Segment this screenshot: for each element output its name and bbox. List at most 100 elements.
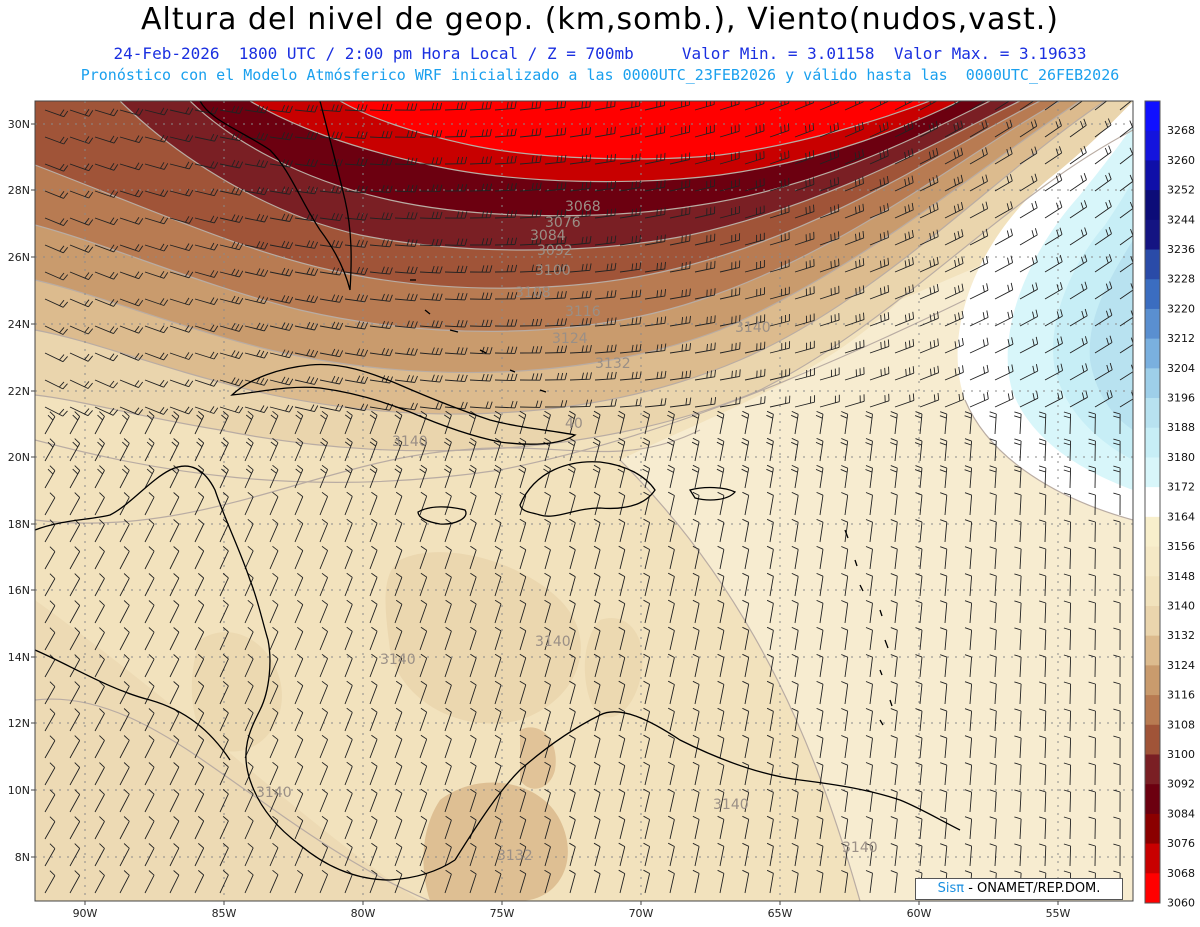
wind-barb xyxy=(594,235,617,246)
wind-barb xyxy=(69,600,81,624)
wind-barb xyxy=(144,870,155,894)
wind-barb xyxy=(544,518,551,543)
wind-barb xyxy=(294,240,319,249)
wind-barb xyxy=(944,283,964,300)
wind-barb xyxy=(94,406,119,416)
wind-barb xyxy=(494,491,502,516)
wind-barb xyxy=(717,599,725,624)
wind-barb xyxy=(444,545,452,570)
wind-barb xyxy=(940,681,948,705)
wind-barb xyxy=(844,122,864,138)
wind-barb xyxy=(69,411,81,435)
wind-barb xyxy=(819,367,840,381)
wind-barb xyxy=(742,626,750,651)
wind-barb xyxy=(769,177,790,192)
wind-barb xyxy=(691,464,700,489)
wind-barb xyxy=(144,270,169,279)
wind-barb xyxy=(940,573,948,597)
wind-barb xyxy=(519,318,543,327)
wind-barb xyxy=(144,379,169,388)
wind-barb xyxy=(989,492,997,516)
wind-barb xyxy=(69,681,81,705)
wind-barb xyxy=(493,464,502,489)
wind-barb xyxy=(1014,411,1022,435)
wind-barb xyxy=(269,437,279,462)
wind-barb xyxy=(569,208,592,219)
wind-barb xyxy=(244,599,254,624)
wind-barb xyxy=(1088,438,1096,462)
wind-barb xyxy=(1069,200,1088,219)
colorbar-swatch xyxy=(1145,516,1160,548)
wind-barb xyxy=(719,396,741,408)
wind-barb xyxy=(1069,254,1088,273)
wind-barb xyxy=(544,626,551,651)
wind-barb xyxy=(119,546,130,570)
wind-barb xyxy=(494,761,502,786)
colorbar-label: 3076 xyxy=(1167,837,1195,850)
wind-barb xyxy=(319,240,343,249)
wind-barb xyxy=(169,107,194,115)
wind-barb xyxy=(369,653,378,678)
wind-barb xyxy=(444,238,468,246)
wind-barb xyxy=(119,843,130,867)
wind-barb xyxy=(865,816,873,840)
wind-barb xyxy=(419,293,443,301)
wind-barb xyxy=(1069,118,1087,138)
wind-barb xyxy=(816,491,824,516)
wind-barb xyxy=(1044,200,1063,219)
wind-barb xyxy=(890,519,898,543)
wind-barb xyxy=(569,345,592,354)
wind-barb xyxy=(494,155,517,165)
wind-barb xyxy=(394,599,403,624)
wind-barb xyxy=(869,176,889,192)
wind-barb xyxy=(1039,681,1047,705)
wind-barb xyxy=(791,464,799,489)
wind-barb xyxy=(194,438,205,462)
wind-barb xyxy=(717,734,725,759)
wind-barb xyxy=(569,317,592,327)
wind-barb xyxy=(244,186,269,196)
wind-barb xyxy=(940,708,948,732)
wind-barb xyxy=(1069,336,1088,354)
wind-barb xyxy=(444,129,468,138)
wind-barb xyxy=(294,491,304,516)
wind-barb xyxy=(219,268,244,278)
wind-barb xyxy=(569,372,592,381)
wind-barb xyxy=(519,518,527,543)
time-info-text: 1800 UTC / 2:00 pm Hora Local / Z = 700m… xyxy=(238,44,634,63)
wind-barb xyxy=(1039,573,1047,597)
wind-barb xyxy=(194,870,205,894)
colorbar-label: 3260 xyxy=(1167,154,1195,167)
wind-barb xyxy=(94,379,119,389)
wind-barb xyxy=(144,107,169,116)
wind-barb xyxy=(1063,762,1072,786)
wind-barb xyxy=(964,600,973,624)
colorbar-swatch xyxy=(1145,219,1160,251)
wind-barb xyxy=(444,374,468,383)
colorbar-swatch xyxy=(1145,398,1160,429)
wind-barb xyxy=(1094,226,1112,246)
wind-barb xyxy=(894,393,915,408)
wind-barb xyxy=(319,869,329,894)
wind-barb xyxy=(394,761,403,786)
colorbar-label: 3188 xyxy=(1167,421,1195,434)
colorbar-label: 3220 xyxy=(1167,302,1195,315)
wind-barb xyxy=(1063,816,1072,840)
wind-barb xyxy=(94,352,119,362)
wind-barb xyxy=(719,178,740,192)
wind-barb xyxy=(444,102,467,111)
wind-barb xyxy=(394,707,403,732)
wind-barb xyxy=(569,680,576,705)
wind-barb xyxy=(469,319,493,328)
wind-barb xyxy=(1039,843,1047,867)
wind-barb xyxy=(1063,681,1072,705)
wind-barb xyxy=(964,762,973,786)
wind-barb xyxy=(219,843,229,867)
colorbar-label: 3100 xyxy=(1167,748,1195,761)
wind-barb xyxy=(667,734,675,759)
wind-barb xyxy=(791,410,799,435)
wind-barb xyxy=(369,266,393,275)
wind-barb xyxy=(869,230,889,246)
wind-barb xyxy=(344,185,368,194)
wind-barb xyxy=(819,149,840,165)
